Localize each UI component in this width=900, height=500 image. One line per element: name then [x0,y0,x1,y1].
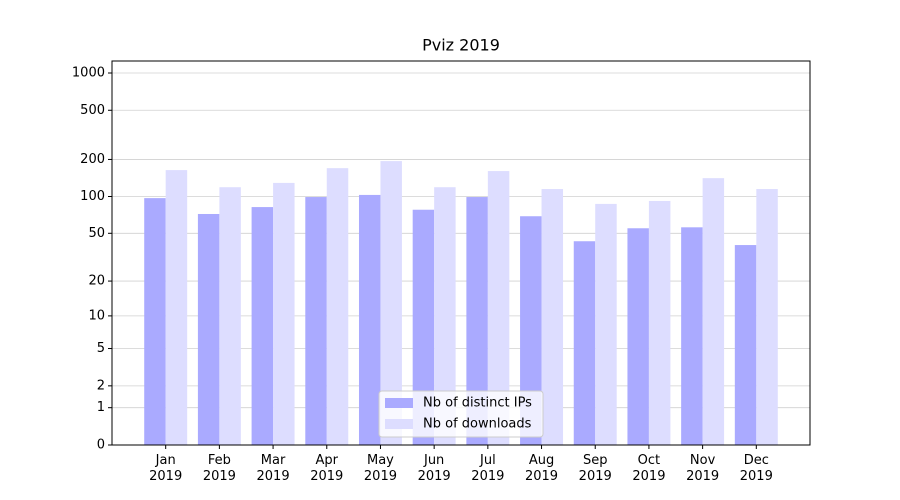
bar [541,189,564,445]
bar [165,170,188,445]
bar [144,198,166,445]
bar [520,216,542,445]
legend-label: Nb of distinct IPs [423,396,532,411]
x-tick-label: May 2019 [363,453,397,484]
x-tick-label: Apr 2019 [310,453,344,484]
x-tick-label: Jan 2019 [149,453,183,484]
x-tick-label: Nov 2019 [686,453,720,484]
y-tick-label: 1000 [72,66,105,81]
x-tick-label: Jun 2019 [417,453,451,484]
y-tick-label: 50 [88,226,105,241]
bar [412,209,435,445]
y-tick-label: 0 [97,438,105,453]
y-tick-label: 10 [88,308,105,323]
legend-label: Nb of downloads [423,417,532,432]
y-tick-label: 200 [80,152,105,167]
bar [702,178,725,445]
x-tick-label: Feb 2019 [202,453,236,484]
bar [734,245,757,445]
bar [466,197,488,445]
legend-swatch [385,419,413,429]
bar [595,203,617,445]
bar [273,182,295,445]
y-tick-label: 100 [80,189,105,204]
legend-box [378,390,544,438]
x-tick-label: Dec 2019 [739,453,773,484]
bar [648,200,671,445]
legend: Nb of distinct IPs Nb of downloads [378,390,544,438]
chart-title: Pviz 2019 [422,36,500,55]
bar [219,187,241,445]
y-tick-label: 500 [80,103,105,118]
x-tick-label: Jul 2019 [471,453,505,484]
y-tick-label: 5 [97,341,105,356]
bar [358,194,381,445]
y-tick-label: 20 [88,274,105,289]
bar [380,161,402,445]
plot-frame [111,60,811,446]
bar [573,241,596,445]
legend-swatch [385,398,413,408]
bar [487,171,510,446]
bar [305,197,327,445]
bar [434,187,456,445]
y-tick-label: 1 [97,400,105,415]
bar [627,228,649,445]
bar [756,189,778,445]
x-tick-label: Sep 2019 [578,453,612,484]
x-tick-label: Mar 2019 [256,453,290,484]
x-tick-label: Oct 2019 [632,453,666,484]
bar [251,207,274,445]
y-tick-label: 2 [97,378,105,393]
bar [326,168,349,445]
bar [197,213,220,445]
x-tick-label: Aug 2019 [524,453,559,484]
bar [681,227,703,445]
